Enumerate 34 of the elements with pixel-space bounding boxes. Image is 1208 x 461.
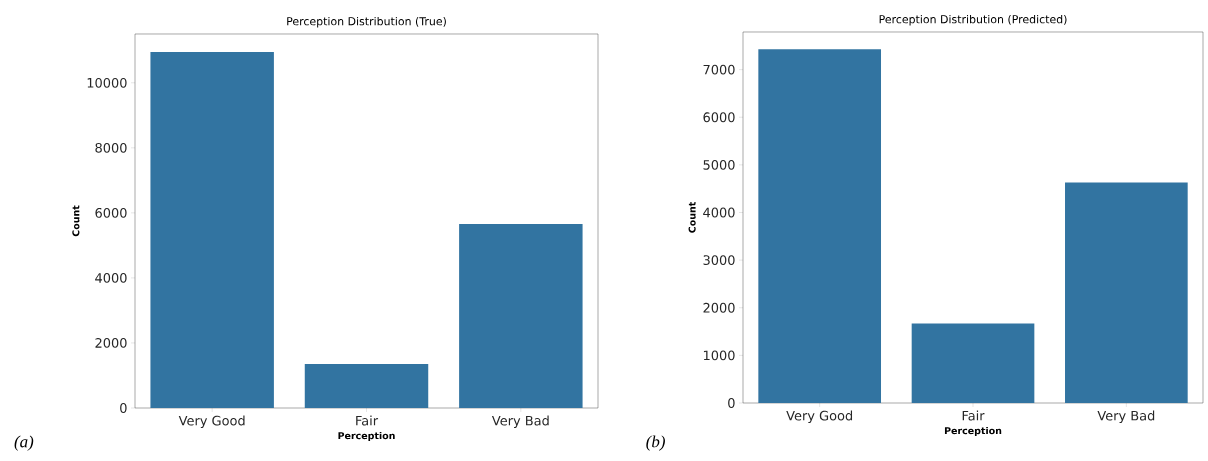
chart-title: Perception Distribution (Predicted) — [879, 14, 1067, 26]
bar — [758, 49, 882, 403]
y-tick-label: 4000 — [703, 207, 735, 218]
bar — [1065, 182, 1188, 403]
chart-title: Perception Distribution (True) — [287, 16, 446, 28]
x-tick-label: Very Bad — [491, 415, 549, 429]
y-tick-label: 4000 — [95, 273, 127, 283]
bar — [150, 51, 274, 408]
x-axis-title: Perception — [338, 431, 395, 442]
x-tick-label: Fair — [356, 415, 379, 426]
y-tick-label: 2000 — [703, 302, 735, 313]
y-tick-label: 6000 — [703, 112, 735, 123]
y-tick-label: 8000 — [95, 142, 127, 153]
bar — [911, 323, 1035, 403]
x-axis-title: Perception — [944, 426, 1002, 437]
y-tick-label: 2000 — [95, 338, 127, 348]
y-tick-label: 0 — [120, 403, 127, 413]
x-tick-label: Very Good — [178, 415, 245, 429]
bar — [304, 364, 429, 408]
y-tick-label: 0 — [728, 398, 735, 408]
y-tick-label: 10000 — [87, 77, 127, 88]
y-tick-label: 7000 — [703, 64, 735, 75]
x-tick-label: Fair — [962, 410, 985, 421]
text: (b) — [646, 435, 665, 451]
text: (a) — [14, 435, 34, 451]
y-tick-label: 6000 — [95, 207, 127, 218]
bar — [459, 223, 583, 408]
x-tick-label: Very Bad — [1097, 410, 1155, 424]
x-tick-label: Very Good — [786, 410, 853, 424]
y-axis-title: Count — [72, 205, 80, 237]
y-axis-title: Count — [688, 201, 696, 233]
y-tick-label: 3000 — [703, 255, 735, 266]
y-tick-label: 1000 — [703, 350, 735, 361]
y-tick-label: 5000 — [703, 159, 735, 170]
